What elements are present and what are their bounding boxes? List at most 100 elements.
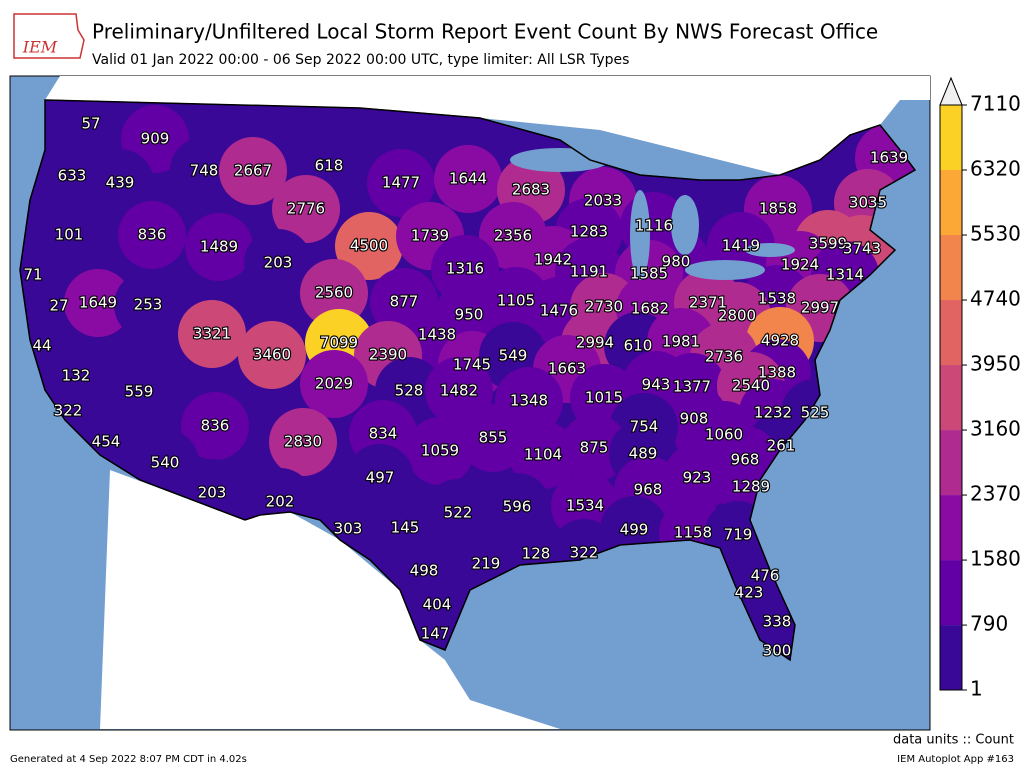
count-label: 1924: [781, 256, 819, 274]
wfo-region: [425, 357, 493, 425]
count-label: 1682: [631, 300, 669, 318]
count-label: 7099: [320, 334, 358, 352]
wfo-region: [181, 392, 249, 460]
count-label: 3321: [193, 325, 231, 343]
colorbar-segment: [940, 430, 962, 496]
count-label: 1739: [411, 227, 449, 245]
count-label: 489: [629, 445, 658, 463]
count-label: 1745: [453, 356, 491, 374]
mexico: [100, 470, 560, 729]
count-label: 618: [315, 157, 344, 175]
count-label: 2800: [718, 307, 756, 325]
count-label: 2736: [705, 348, 743, 366]
count-label: 754: [630, 418, 659, 436]
wfo-region: [269, 408, 337, 476]
count-label: 909: [141, 130, 170, 148]
subtitle: Valid 01 Jan 2022 00:00 - 06 Sep 2022 00…: [92, 52, 629, 68]
wfo-region: [178, 300, 246, 368]
count-label: 3743: [843, 240, 881, 258]
count-label: 1476: [540, 302, 578, 320]
colorbar-segment: [940, 170, 962, 236]
count-label: 219: [472, 555, 501, 573]
wfo-region: [300, 259, 368, 327]
count-label: 2390: [369, 346, 407, 364]
count-label: 2033: [584, 192, 622, 210]
colorbar-segment: [940, 495, 962, 561]
colorbar-segment: [940, 235, 962, 301]
count-label: 943: [642, 376, 671, 394]
count-label: 559: [125, 383, 154, 401]
count-label: 2667: [234, 162, 272, 180]
count-label: 877: [390, 293, 419, 311]
count-label: 322: [54, 402, 83, 420]
wfo-region: [406, 417, 474, 485]
count-label: 202: [266, 493, 295, 511]
count-label: 1649: [79, 294, 117, 312]
count-label: 1314: [826, 266, 864, 284]
count-label: 528: [395, 382, 424, 400]
count-label: 3460: [253, 346, 291, 364]
count-label: 855: [479, 429, 508, 447]
colorbar-tick-label: 7110: [970, 92, 1021, 116]
count-label: 836: [201, 417, 230, 435]
count-label: 2830: [284, 433, 322, 451]
count-label: 57: [81, 115, 100, 133]
count-label: 1388: [758, 364, 796, 382]
count-label: 2997: [801, 299, 839, 317]
count-label: 1477: [382, 174, 420, 192]
colorbar-segment: [940, 300, 962, 366]
count-label: 923: [683, 469, 712, 487]
count-label: 27: [49, 297, 68, 315]
wfo-region: [238, 321, 306, 389]
count-label: 610: [624, 337, 653, 355]
count-label: 203: [198, 484, 227, 502]
count-label: 1534: [566, 497, 604, 515]
count-label: 303: [334, 520, 363, 538]
colorbar-tick-label: 6320: [970, 157, 1021, 181]
count-label: 2994: [576, 334, 614, 352]
count-label: 2356: [494, 227, 532, 245]
wfo-region: [64, 269, 132, 337]
colorbar-tick-label: 790: [970, 612, 1008, 636]
app-note: IEM Autoplot App #163: [897, 754, 1014, 765]
count-label: 476: [751, 567, 780, 585]
count-label: 322: [570, 544, 599, 562]
wfo-region: [272, 175, 340, 243]
count-label: 525: [801, 404, 830, 422]
count-label: 128: [522, 545, 551, 563]
wfo-region: [185, 213, 253, 281]
wfo-region: [424, 479, 492, 547]
count-label: 1419: [722, 237, 760, 255]
count-label: 522: [444, 504, 473, 522]
colorbar-segment: [940, 105, 962, 171]
count-label: 1942: [534, 251, 572, 269]
great-lakes: [510, 148, 795, 280]
colorbar-tick-label: 2370: [970, 482, 1021, 506]
logo: IEM: [13, 13, 85, 59]
count-label: 147: [421, 625, 450, 643]
count-label: 1538: [758, 290, 796, 308]
count-label: 1377: [673, 378, 711, 396]
count-label: 1585: [630, 265, 668, 283]
wfo-region: [105, 358, 173, 426]
count-label: 101: [55, 226, 84, 244]
colorbar-tick-label: 4740: [970, 287, 1021, 311]
count-label: 596: [503, 498, 532, 516]
count-label: 1283: [570, 223, 608, 241]
count-label: 2730: [585, 298, 623, 316]
count-label: 1059: [421, 442, 459, 460]
count-label: 261: [767, 437, 796, 455]
units-note: data units :: Count: [893, 733, 1014, 748]
count-label: 748: [190, 162, 219, 180]
generated-note: Generated at 4 Sep 2022 8:07 PM CDT in 4…: [10, 754, 247, 765]
colorbar-tick-label: 3950: [970, 352, 1021, 376]
colorbar-segment: [940, 365, 962, 431]
count-label: 836: [138, 226, 167, 244]
wfo-region: [57, 100, 125, 158]
count-label: 2029: [315, 375, 353, 393]
colorbar-extend: [939, 76, 963, 106]
count-label: 145: [391, 519, 420, 537]
count-label: 1482: [440, 382, 478, 400]
count-label: 2560: [315, 284, 353, 302]
